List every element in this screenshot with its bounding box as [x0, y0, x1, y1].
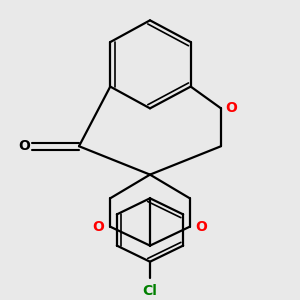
Text: Cl: Cl	[142, 284, 158, 298]
Text: O: O	[18, 139, 30, 153]
Text: O: O	[93, 220, 105, 234]
Text: O: O	[195, 220, 207, 234]
Text: O: O	[226, 101, 238, 116]
